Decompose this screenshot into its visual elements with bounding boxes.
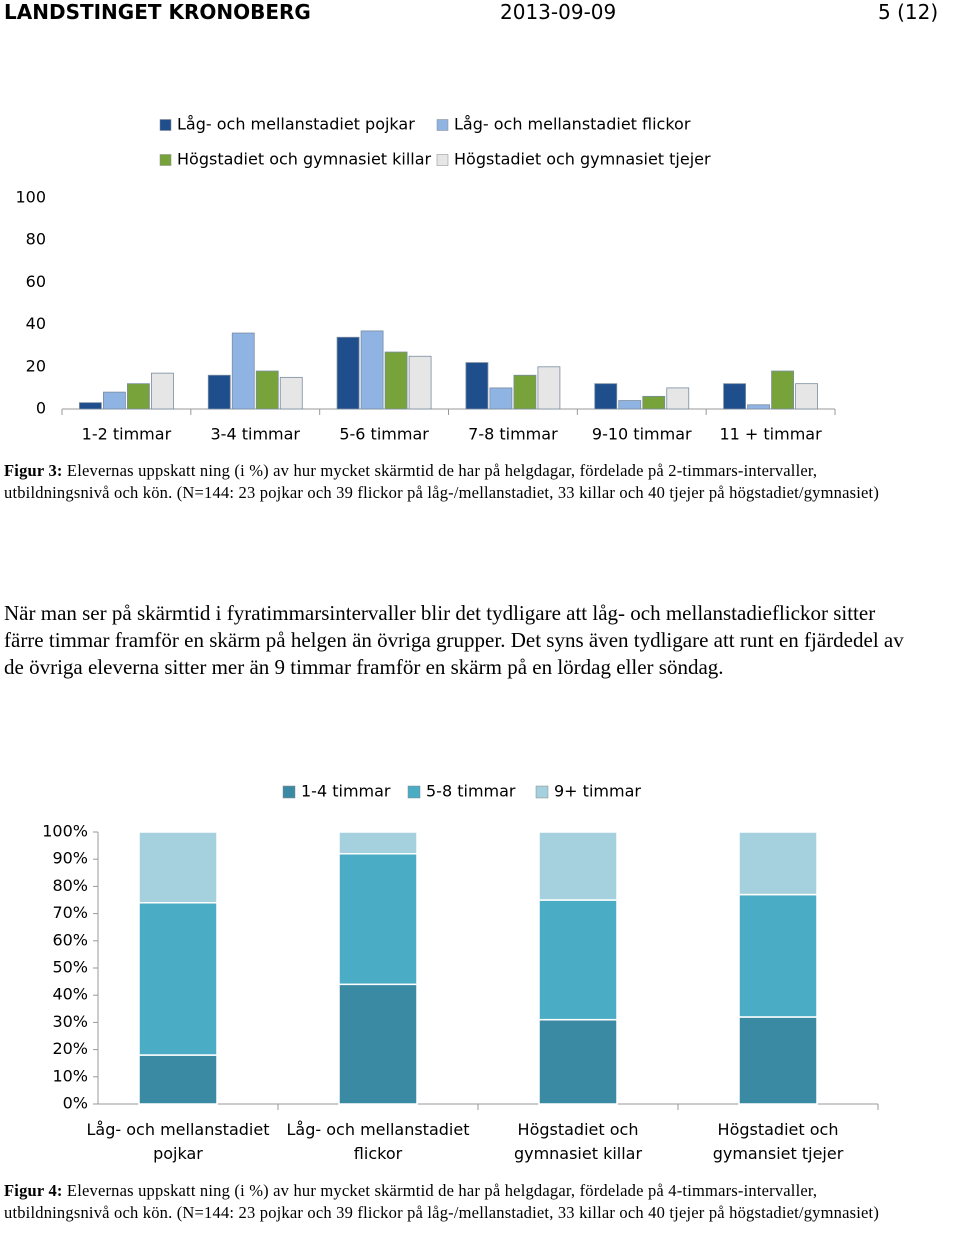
bar-segment <box>738 1016 818 1105</box>
bar-segment <box>338 853 418 986</box>
bar-segment <box>738 831 818 896</box>
bar <box>465 362 489 410</box>
legend-label: Högstadiet och gymnasiet tjejer <box>454 150 711 169</box>
bar <box>771 370 794 410</box>
legend-label: Låg- och mellanstadiet flickor <box>454 115 691 134</box>
header-date: 2013-09-09 <box>500 0 617 24</box>
bar-segment <box>538 831 618 901</box>
caption-text: Elevernas uppskatt ning (i %) av hur myc… <box>4 461 880 502</box>
legend-label: Högstadiet och gymnasiet killar <box>177 150 432 169</box>
bar <box>642 395 666 410</box>
x-tick-label: Högstadiet och gymnasiet killar <box>513 1120 643 1163</box>
bar <box>255 370 279 410</box>
bar <box>723 383 746 410</box>
legend-swatch <box>159 154 172 166</box>
bar <box>513 374 537 410</box>
x-tick-label: 1-2 timmar <box>82 425 172 444</box>
x-tick-label: 3-4 timmar <box>211 425 301 444</box>
y-tick-label: 10% <box>52 1066 88 1085</box>
bar <box>336 336 360 410</box>
y-tick-label: 70% <box>52 903 88 922</box>
caption: Figur 3: Elevernas uppskatt ning (i %) a… <box>4 460 884 504</box>
bar-segment <box>538 899 618 1021</box>
bar <box>384 351 408 410</box>
legend-swatch <box>436 119 449 131</box>
caption-text: Elevernas uppskatt ning (i %) av hur myc… <box>4 1181 880 1222</box>
bar <box>79 402 102 410</box>
y-tick-label: 60% <box>52 930 88 949</box>
bar-segment <box>338 831 418 855</box>
x-tick-label: 11 + timmar <box>719 425 822 444</box>
bar <box>207 374 231 410</box>
x-tick-label: Låg- och mellanstadiet pojkar <box>86 1120 270 1163</box>
bar <box>279 376 303 410</box>
header-title: LANDSTINGET KRONOBERG <box>4 0 311 24</box>
paragraph: När man ser på skärmtid i fyratimmarsint… <box>4 601 904 679</box>
x-tick-label: 5-6 timmar <box>339 425 429 444</box>
bar-segment <box>138 901 218 1056</box>
bar <box>594 383 618 410</box>
y-tick-label: 20 <box>26 356 46 375</box>
bar <box>231 332 255 410</box>
legend-swatch <box>407 785 421 799</box>
y-tick-label: 0 <box>36 399 46 418</box>
y-tick-label: 80% <box>52 876 88 895</box>
bar-segment <box>138 1054 218 1105</box>
bar <box>103 391 126 410</box>
bar-segment <box>138 831 218 904</box>
y-tick-label: 40 <box>26 314 46 333</box>
bar <box>618 400 642 410</box>
y-tick-label: 30% <box>52 1012 88 1031</box>
caption-label: Figur 4: <box>4 1181 63 1200</box>
bar <box>795 383 818 410</box>
y-tick-label: 90% <box>52 849 88 868</box>
legend-label: 5-8 timmar <box>426 782 516 801</box>
bar <box>666 387 690 410</box>
bar <box>360 330 384 410</box>
x-tick-label: Högstadiet och gymansiet tjejer <box>712 1120 844 1163</box>
bar <box>489 387 513 410</box>
y-tick-label: 80 <box>26 230 46 249</box>
y-tick-label: 20% <box>52 1039 88 1058</box>
bar <box>127 383 150 410</box>
x-tick-label: 9-10 timmar <box>592 425 692 444</box>
header-page: 5 (12) <box>878 0 939 24</box>
legend-swatch <box>436 154 449 166</box>
legend-label: 9+ timmar <box>554 782 641 801</box>
y-tick-label: 0% <box>63 1094 88 1113</box>
bar <box>151 372 174 410</box>
bar-segment <box>338 983 418 1105</box>
x-tick-label: Låg- och mellanstadiet flickor <box>286 1120 470 1163</box>
y-tick-label: 100% <box>42 822 88 841</box>
y-tick-label: 60 <box>26 272 46 291</box>
legend-swatch <box>535 785 549 799</box>
legend-label: 1-4 timmar <box>301 782 391 801</box>
legend-swatch <box>282 785 296 799</box>
x-tick-label: 7-8 timmar <box>468 425 558 444</box>
bar <box>537 366 561 410</box>
y-tick-label: 100 <box>15 188 46 207</box>
legend-label: Låg- och mellanstadiet pojkar <box>177 115 415 134</box>
caption: Figur 4: Elevernas uppskatt ning (i %) a… <box>4 1180 884 1224</box>
y-tick-label: 40% <box>52 985 88 1004</box>
legend-swatch <box>159 119 172 131</box>
bar <box>408 355 432 410</box>
bar-segment <box>738 893 818 1018</box>
caption-label: Figur 3: <box>4 461 63 480</box>
bar <box>747 404 770 410</box>
bar-segment <box>538 1018 618 1105</box>
y-tick-label: 50% <box>52 958 88 977</box>
